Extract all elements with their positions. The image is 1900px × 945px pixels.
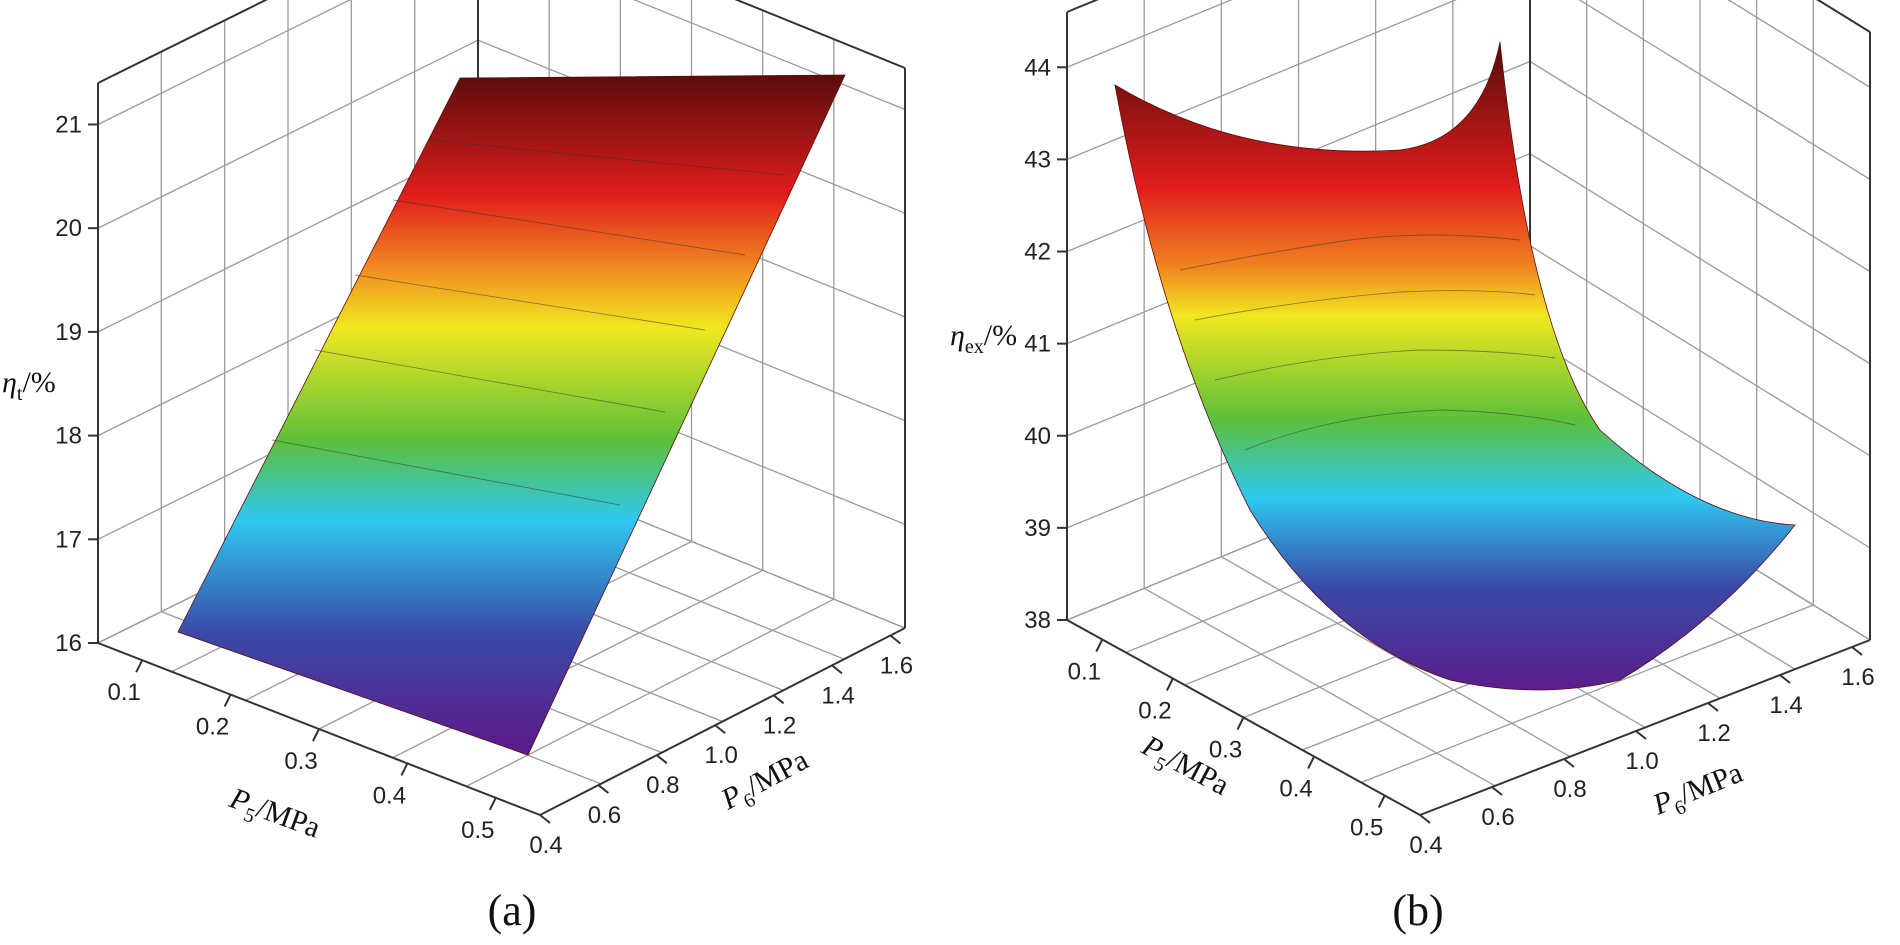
x-axis-label: P5/MPa xyxy=(223,781,325,850)
z-axis-label: ηt/% xyxy=(2,366,56,405)
surface-a xyxy=(177,74,846,756)
chart-panel-b: 38 39 40 41 42 43 44 0.1 0.2 0.3 0.4 0.5 0.4 0.6 0.8 1.… xyxy=(950,0,1875,935)
z-axis-label-unit: /% xyxy=(984,319,1017,352)
y-tick xyxy=(889,634,902,645)
x-tick-label: 0.2 xyxy=(196,714,229,741)
z-axis-label-symbol: η xyxy=(950,319,965,352)
x-tick xyxy=(312,728,320,742)
y-tick xyxy=(597,784,610,794)
x-tick-label: 0.4 xyxy=(373,782,406,809)
z-axis-label-subscript: t xyxy=(17,383,23,405)
grid-line xyxy=(97,0,906,126)
tick-labels-b: 38 39 40 41 42 43 44 0.1 0.2 0.3 0.4 0.5 0.4 0.6 0.8 1.… xyxy=(1024,54,1874,859)
y-axis-label-unit: /MPa xyxy=(1675,756,1748,811)
y-tick xyxy=(1491,786,1503,796)
x-tick-label: 0.3 xyxy=(284,748,317,775)
y-tick-label: 1.4 xyxy=(821,682,854,709)
x-tick xyxy=(1166,678,1174,691)
z-tick-label: 21 xyxy=(55,111,82,138)
x-tick xyxy=(1095,639,1104,652)
panel-label-b: (b) xyxy=(1392,886,1443,935)
x-tick-label: 0.2 xyxy=(1138,698,1171,725)
y-tick xyxy=(1779,674,1791,684)
z-tick-label: 41 xyxy=(1024,331,1051,358)
x-tick xyxy=(488,797,497,811)
z-tick-label: 44 xyxy=(1024,54,1051,81)
y-tick xyxy=(1563,758,1575,768)
y-tick-label: 1.2 xyxy=(1697,720,1730,747)
x-tick-label: 0.5 xyxy=(1350,815,1383,842)
box-frame xyxy=(97,0,906,84)
x-tick xyxy=(1377,795,1386,808)
z-tick-label: 19 xyxy=(55,319,82,346)
y-axis-label: P6/MPa xyxy=(1647,756,1749,828)
y-tick xyxy=(1419,814,1431,824)
y-axis-line xyxy=(1419,639,1871,816)
y-tick-label: 0.6 xyxy=(588,802,621,829)
y-tick xyxy=(831,664,843,675)
x-tick xyxy=(135,659,144,673)
y-tick-label: 0.4 xyxy=(529,832,562,859)
z-axis-label-subscript: ex xyxy=(965,336,984,358)
x-tick-label: 0.1 xyxy=(1068,659,1101,686)
y-tick-label: 0.8 xyxy=(646,772,679,799)
y-tick-label: 0.4 xyxy=(1409,832,1442,859)
y-axis-line xyxy=(539,627,906,816)
x-tick-label: 0.1 xyxy=(108,679,141,706)
y-tick xyxy=(656,754,668,764)
grid-line xyxy=(1066,0,1871,180)
y-tick xyxy=(539,814,551,824)
y-tick-label: 1.6 xyxy=(880,652,913,679)
x-tick-label: 0.3 xyxy=(1209,737,1242,764)
chart-panel-a: 16 17 18 19 20 21 0.1 0.2 0.3 0.4 0.5 0.4 0.6 0.8 1.0 1… xyxy=(2,0,913,935)
x-tick-label: 0.4 xyxy=(1279,776,1312,803)
z-tick-label: 16 xyxy=(55,630,82,657)
z-tick-label: 38 xyxy=(1024,607,1051,634)
z-tick-label: 18 xyxy=(55,423,82,450)
box-frame xyxy=(1066,0,1871,33)
x-tick xyxy=(1236,717,1245,730)
z-tick-label: 20 xyxy=(55,215,82,242)
y-axis-label-unit: /MPa xyxy=(741,743,814,803)
panel-label-a: (a) xyxy=(488,886,537,935)
x-tick xyxy=(223,694,232,708)
y-tick xyxy=(1851,646,1863,656)
y-tick xyxy=(1707,702,1719,712)
x-tick xyxy=(1307,756,1315,769)
z-tick-label: 43 xyxy=(1024,146,1051,173)
z-tick-label: 39 xyxy=(1024,515,1051,542)
y-tick xyxy=(1635,730,1647,740)
y-tick-label: 0.6 xyxy=(1481,804,1514,831)
contour-lines-a xyxy=(271,139,786,506)
y-tick xyxy=(772,694,785,705)
surface-b xyxy=(1114,41,1796,691)
y-tick-label: 1.6 xyxy=(1841,664,1874,691)
contour-lines-b xyxy=(1179,234,1576,451)
y-tick-label: 1.2 xyxy=(763,712,796,739)
z-axis-label: ηex/% xyxy=(950,319,1017,358)
y-tick xyxy=(714,724,726,735)
grid-line xyxy=(1066,0,1871,88)
z-tick-label: 40 xyxy=(1024,423,1051,450)
y-tick-label: 1.0 xyxy=(705,742,738,769)
z-axis-label-symbol: η xyxy=(2,366,17,399)
z-tick-label: 17 xyxy=(55,526,82,553)
x-tick xyxy=(400,762,409,776)
x-tick-label: 0.5 xyxy=(461,817,494,844)
z-axis-label-unit: /% xyxy=(22,366,55,399)
x-axis-label-unit: /MPa xyxy=(252,791,324,844)
y-tick-label: 1.0 xyxy=(1625,748,1658,775)
y-tick-label: 1.4 xyxy=(1769,692,1802,719)
tick-labels-a: 16 17 18 19 20 21 0.1 0.2 0.3 0.4 0.5 0.4 0.6 0.8 1.0 1… xyxy=(55,111,913,859)
y-tick-label: 0.8 xyxy=(1553,776,1586,803)
z-tick-label: 42 xyxy=(1024,239,1051,266)
